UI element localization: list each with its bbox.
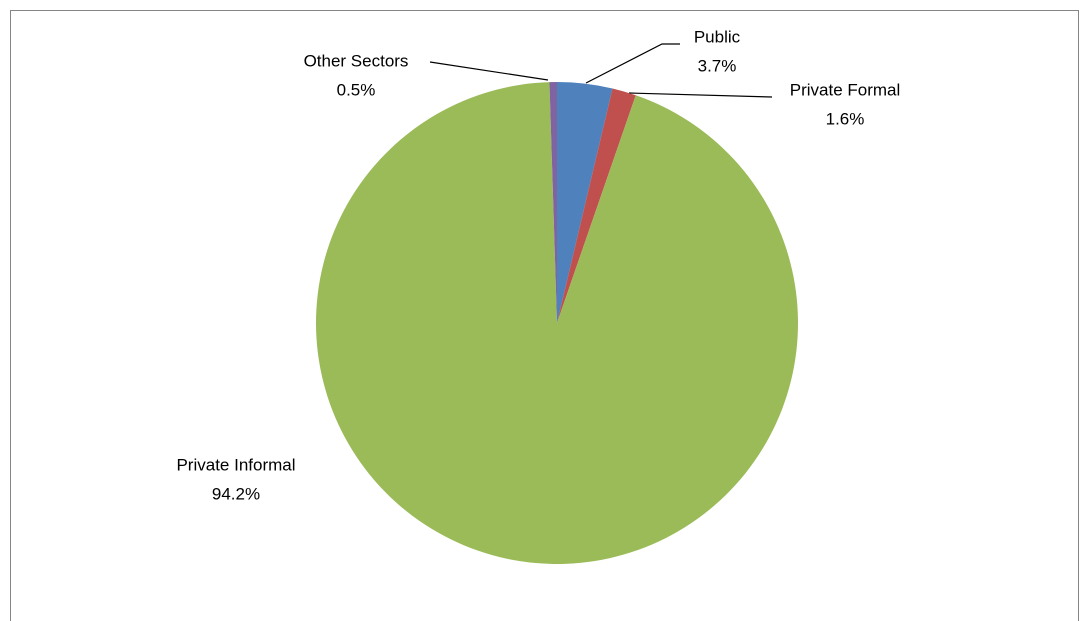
slice-label-name: Private Formal [790, 80, 901, 99]
pie-slice [557, 82, 613, 323]
slice-label-value: 1.6% [826, 109, 865, 128]
pie [316, 82, 798, 564]
pie-slice [316, 82, 798, 564]
leader-line [628, 92, 773, 98]
pie-slice [549, 82, 557, 323]
slice-label-value: 94.2% [212, 484, 260, 503]
leader-lines [429, 43, 773, 98]
slice-label-name: Private Informal [176, 455, 295, 474]
pie-slice [557, 88, 636, 323]
slice-label-name: Public [694, 27, 741, 46]
slice-label-value: 0.5% [337, 80, 376, 99]
slice-label-value: 3.7% [698, 56, 737, 75]
leader-line [585, 43, 680, 84]
slice-label-name: Other Sectors [304, 51, 409, 70]
data-labels: Public 3.7% Private Formal 1.6% Private Info… [176, 27, 900, 503]
leader-line [429, 61, 549, 81]
